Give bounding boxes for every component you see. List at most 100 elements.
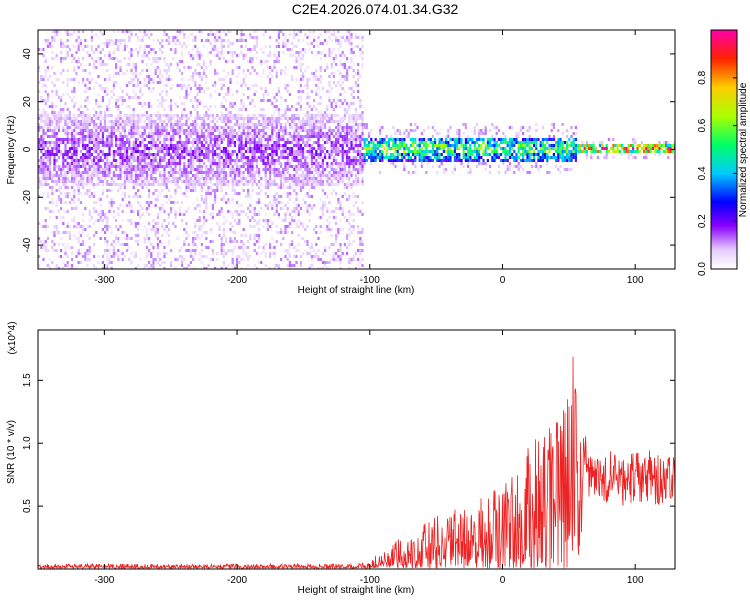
spectrogram-cell [77, 183, 80, 186]
spectrogram-cell [77, 45, 80, 48]
spectrogram-cell [236, 120, 239, 123]
spectrogram-cell [337, 135, 340, 138]
spectrogram-cell [170, 99, 173, 102]
spectrogram-cell [187, 264, 190, 267]
spectrogram-cell [326, 117, 329, 120]
spectrogram-cell [348, 36, 351, 39]
spectrogram-cell [363, 147, 366, 150]
spectrogram-cell [240, 114, 243, 117]
spectrogram-cell [297, 120, 300, 123]
spectrogram-cell [299, 90, 302, 93]
spectrogram-cell [227, 264, 230, 267]
spectrogram-cell [346, 30, 349, 33]
spectrogram-cell [324, 264, 327, 267]
spectrogram-cell [227, 126, 230, 129]
spectrogram-cell [339, 84, 342, 87]
spectrogram-cell [194, 180, 197, 183]
spectrogram-cell [174, 153, 177, 156]
spectrogram-cell [119, 141, 122, 144]
spectrogram-cell [348, 126, 351, 129]
spectrogram-cell [97, 144, 100, 147]
spectrogram-cell [231, 132, 234, 135]
spectrogram-cell [46, 78, 49, 81]
spectrogram-cell [233, 162, 236, 165]
spectrogram-cell [198, 114, 201, 117]
spectrogram-cell [141, 132, 144, 135]
spectrogram-cell [238, 168, 241, 171]
spectrogram-cell [71, 264, 74, 267]
spectrogram-cell [145, 117, 148, 120]
spectrogram-cell [317, 78, 320, 81]
spectrogram-cell [277, 51, 280, 54]
spectrogram-cell [192, 183, 195, 186]
spectrogram-cell [343, 114, 346, 117]
spectrogram-cell [154, 228, 157, 231]
spectrogram-cell [86, 126, 89, 129]
spectrogram-cell [255, 192, 258, 195]
spectrogram-cell [328, 99, 331, 102]
spectrogram-cell [121, 135, 124, 138]
spectrogram-cell [159, 258, 162, 261]
spectrogram-cell [110, 126, 113, 129]
spectrogram-cell [337, 132, 340, 135]
spectrogram-cell [211, 48, 214, 51]
spectrogram-cell [216, 30, 219, 33]
spectrogram-cell [187, 78, 190, 81]
spectrogram-cell [258, 186, 261, 189]
spectrogram-cell [231, 159, 234, 162]
spectrogram-cell [271, 180, 274, 183]
spectrogram-cell [315, 159, 318, 162]
spectrogram-cell [231, 54, 234, 57]
spectrogram-cell [308, 252, 311, 255]
spectrogram-cell [172, 57, 175, 60]
spectrogram-cell [68, 114, 71, 117]
spectrogram-cell [161, 147, 164, 150]
spectrogram-cell [214, 201, 217, 204]
spectrogram-cell [352, 144, 355, 147]
spectrogram-cell [269, 66, 272, 69]
spectrogram-cell [277, 216, 280, 219]
spectrogram-cell [242, 234, 245, 237]
spectrogram-cell [310, 114, 313, 117]
spectrogram-cell [260, 135, 263, 138]
spectrogram-cell [77, 168, 80, 171]
spectrogram-cell [227, 87, 230, 90]
spectrogram-cell [222, 150, 225, 153]
spectrogram-cell [313, 267, 316, 269]
spectrogram-cell [141, 126, 144, 129]
spectrogram-cell [57, 189, 60, 192]
spectrogram-cell [163, 138, 166, 141]
spectrogram-cell [251, 138, 254, 141]
spectrogram-cell [115, 42, 118, 45]
spectrogram-cell [332, 189, 335, 192]
spectrogram-cell [75, 144, 78, 147]
spectrogram-cell [62, 243, 65, 246]
spectrogram-cell [251, 99, 254, 102]
spectrogram-cell [341, 75, 344, 78]
spectrogram-cell [82, 123, 85, 126]
spectrogram-cell [205, 204, 208, 207]
spectrogram-cell [346, 246, 349, 249]
spectrogram-cell [211, 240, 214, 243]
spectrogram-cell [302, 48, 305, 51]
spectrogram-cell [291, 54, 294, 57]
spectrogram-cell [247, 264, 250, 267]
spectrogram-cell [185, 90, 188, 93]
spectrogram-cell [319, 81, 322, 84]
spectrogram-cell [53, 132, 56, 135]
spectrogram-cell [244, 117, 247, 120]
spectrogram-cell [53, 144, 56, 147]
spectrogram-cell [152, 144, 155, 147]
spectrogram-cell [141, 150, 144, 153]
spectrogram-cell [139, 120, 142, 123]
spectrogram-cell [326, 261, 329, 264]
spectrogram-cell [88, 225, 91, 228]
spectrogram-cell [73, 165, 76, 168]
spectrogram-cell [209, 186, 212, 189]
spectrogram-cell [60, 174, 63, 177]
spectrogram-cell [262, 129, 265, 132]
spectrogram-cell [339, 105, 342, 108]
spectrogram-cell [269, 252, 272, 255]
spectrogram-cell [350, 126, 353, 129]
spectrogram-cell [269, 135, 272, 138]
